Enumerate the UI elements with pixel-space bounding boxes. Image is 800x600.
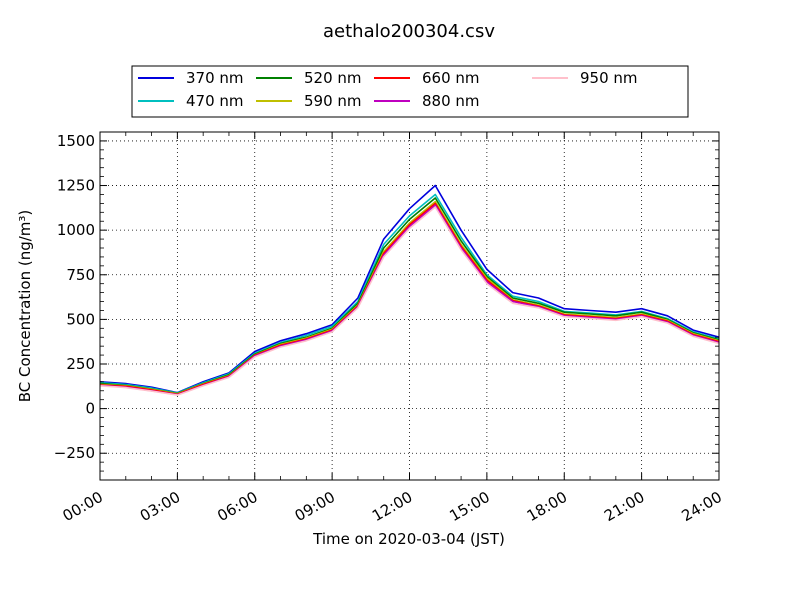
y-tick-label: −250 — [54, 444, 95, 462]
series-line-470-nm — [99, 193, 720, 394]
chart-title: aethalo200304.csv — [323, 21, 495, 42]
y-tick-label: 1000 — [57, 221, 95, 239]
axis-ticks: 00:00 03:00 06:00 09:00 12:00 15:00 18:00 21:00… — [54, 131, 725, 525]
legend-label: 950 nm — [580, 69, 638, 87]
x-tick-label: 09:00 — [292, 488, 338, 525]
x-tick-label: 12:00 — [369, 488, 415, 525]
series-line-660-nm — [99, 202, 720, 396]
x-tick-label: 18:00 — [524, 488, 570, 525]
series-line-880-nm — [99, 204, 720, 396]
series-line-950-nm — [99, 206, 720, 396]
y-tick-label: 1250 — [57, 177, 95, 195]
x-tick-label: 24:00 — [679, 488, 725, 525]
y-tick-label: 1500 — [57, 132, 95, 150]
legend-label: 590 nm — [304, 92, 362, 110]
legend-label: 880 nm — [422, 92, 480, 110]
x-tick-label: 15:00 — [446, 488, 492, 525]
x-tick-label: 03:00 — [137, 488, 183, 525]
legend: 370 nm 470 nm 520 nm 590 nm 660 nm 880 nm 950 … — [131, 65, 689, 118]
legend-label: 660 nm — [422, 69, 480, 87]
series-lines — [99, 184, 720, 396]
grid — [100, 132, 719, 480]
y-tick-label: 500 — [66, 310, 95, 328]
legend-label: 520 nm — [304, 69, 362, 87]
x-tick-label: 21:00 — [601, 488, 647, 525]
legend-box — [131, 65, 689, 118]
x-axis-label: Time on 2020-03-04 (JST) — [312, 530, 505, 548]
x-tick-label: 00:00 — [60, 488, 106, 525]
legend-label: 470 nm — [186, 92, 244, 110]
y-tick-label: 0 — [85, 400, 95, 418]
series-line-370-nm — [99, 184, 720, 394]
y-tick-label: 750 — [66, 266, 95, 284]
y-tick-label: 250 — [66, 355, 95, 373]
y-axis-label: BC Concentration (ng/m³) — [16, 210, 34, 403]
x-tick-label: 06:00 — [214, 488, 260, 525]
legend-label: 370 nm — [186, 69, 244, 87]
